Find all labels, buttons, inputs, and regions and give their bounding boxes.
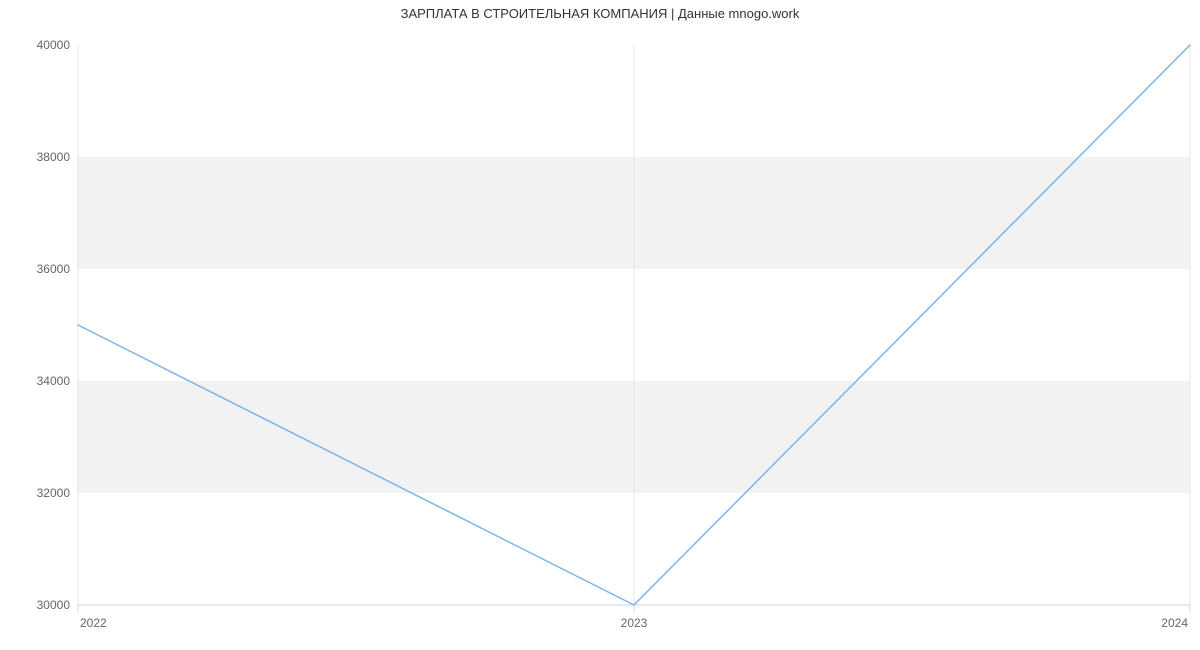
y-tick-label: 32000 [37, 486, 71, 500]
y-tick-label: 34000 [37, 374, 71, 388]
x-tick-label: 2024 [1161, 616, 1188, 630]
x-tick-label: 2023 [621, 616, 648, 630]
y-tick-label: 38000 [37, 150, 71, 164]
chart-title: ЗАРПЛАТА В СТРОИТЕЛЬНАЯ КОМПАНИЯ | Данны… [401, 6, 800, 21]
line-chart: 30000 32000 34000 36000 38000 40000 2022 2023 20… [0, 0, 1200, 650]
y-tick-label: 30000 [37, 598, 71, 612]
y-tick-label: 40000 [37, 38, 71, 52]
x-tick-label: 2022 [80, 616, 107, 630]
y-tick-label: 36000 [37, 262, 71, 276]
chart-container: 30000 32000 34000 36000 38000 40000 2022 2023 20… [0, 0, 1200, 650]
